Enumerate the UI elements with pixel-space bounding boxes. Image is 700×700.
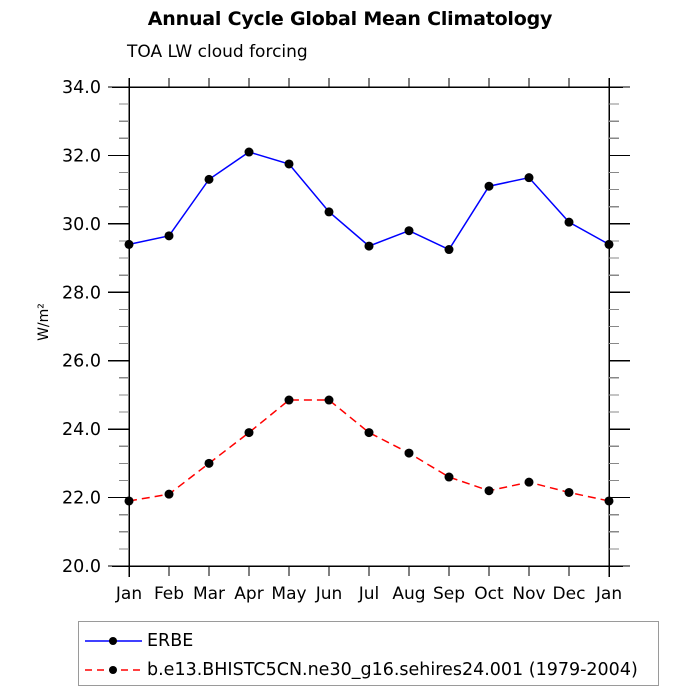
data-point: [604, 239, 614, 249]
y-tick-label: 32.0: [62, 146, 101, 166]
data-point: [564, 487, 574, 497]
data-point: [324, 395, 334, 405]
y-tick-label: 30.0: [62, 215, 101, 235]
plot-area: Jan Feb Mar Apr May Jun Jul Aug Sep Oct Nov Dec Jan 2…: [62, 78, 630, 604]
data-point: [444, 472, 454, 482]
x-tick-label: Jan: [595, 584, 622, 604]
data-point: [484, 486, 494, 496]
data-point: [284, 395, 294, 405]
data-point: [164, 231, 174, 241]
chart-line-erbe: [128, 151, 610, 251]
data-point: [524, 477, 534, 487]
legend-item-erbe: ERBE: [83, 627, 658, 654]
data-point: [364, 241, 374, 251]
y-tick-label: 22.0: [62, 489, 101, 509]
y-tick-label: 20.0: [62, 557, 101, 577]
y-tick-label: 24.0: [62, 420, 101, 440]
data-point: [124, 239, 134, 249]
chart-title: Annual Cycle Global Mean Climatology: [147, 8, 553, 30]
legend-sample-solid-line: [85, 636, 142, 645]
legend-marker-dot: [109, 665, 117, 674]
data-point: [444, 245, 454, 255]
legend-sample-dashed-line: [85, 665, 142, 674]
chart-line-model: [128, 399, 610, 502]
x-tick-label: Sep: [433, 584, 465, 604]
data-point: [124, 496, 134, 506]
data-point: [604, 496, 614, 506]
legend-item-model: b.e13.BHISTC5CN.ne30_g16.sehires24.001 (…: [83, 656, 658, 683]
x-tick-label: Dec: [553, 584, 586, 604]
data-point: [404, 226, 414, 236]
data-point: [204, 174, 214, 184]
legend-label-erbe: ERBE: [147, 630, 194, 651]
data-point: [244, 428, 254, 438]
x-tick-label: Jun: [315, 584, 343, 604]
data-point: [204, 458, 214, 468]
x-tick-label: Jan: [115, 584, 142, 604]
legend: ERBE b.e13.BHISTC5CN.ne30_g16.sehires24.…: [78, 621, 659, 686]
x-tick-label: Oct: [474, 584, 504, 604]
data-point: [244, 147, 254, 157]
data-point: [284, 159, 294, 169]
data-point: [164, 489, 174, 499]
data-point: [364, 428, 374, 438]
x-tick-label: Mar: [193, 584, 225, 604]
chart-subtitle: TOA LW cloud forcing: [127, 42, 308, 62]
x-tick-label: Apr: [234, 584, 263, 604]
data-point: [564, 217, 574, 227]
data-point: [484, 181, 494, 191]
y-tick-label: 28.0: [62, 283, 101, 303]
x-tick-label: Nov: [512, 584, 545, 604]
y-tick-label: 34.0: [62, 78, 101, 98]
legend-marker-dot: [109, 636, 117, 645]
data-point: [324, 207, 334, 217]
data-point: [524, 173, 534, 183]
legend-label-model: b.e13.BHISTC5CN.ne30_g16.sehires24.001 (…: [147, 659, 638, 680]
data-point: [404, 448, 414, 458]
x-tick-label: Jul: [358, 584, 380, 604]
x-tick-label: May: [271, 584, 306, 604]
x-tick-label: Feb: [154, 584, 184, 604]
x-tick-label: Aug: [392, 584, 425, 604]
y-tick-label: 26.0: [62, 352, 101, 372]
